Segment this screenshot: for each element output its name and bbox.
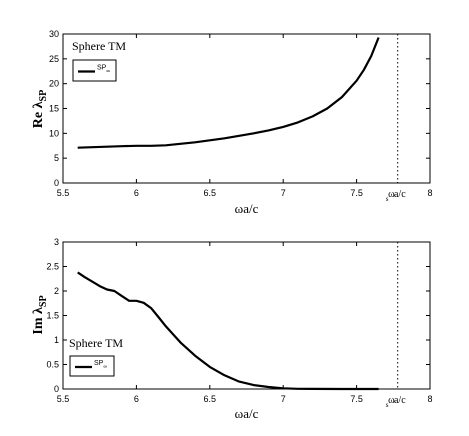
x-tick-label: 6.5 — [204, 188, 217, 198]
y-tick-label: 2.5 — [46, 262, 59, 272]
im-lambda-panel: 5.5 6 6.5 7 7.5 8 0 0.5 1 1.5 2 2.5 3 ωa/c ωs a/c Im λS… — [31, 237, 433, 421]
x-tick-label: 8 — [427, 394, 432, 404]
x-tick-label: 5.5 — [57, 394, 70, 404]
series-line — [77, 37, 380, 149]
x-tick-label: 6.5 — [204, 394, 217, 404]
y-tick-label: 0.5 — [46, 360, 59, 370]
marker-label: ωs a/c — [386, 189, 406, 203]
legend-label: SP∞ — [97, 65, 110, 75]
y-tick-label: 25 — [49, 54, 59, 64]
x-tick-label: 7 — [281, 188, 286, 198]
y-tick-label: 20 — [49, 79, 59, 89]
x-tick-label: 7.5 — [350, 188, 363, 198]
x-axis-label: ωa/c — [235, 201, 259, 216]
y-tick-label: 5 — [54, 153, 59, 163]
x-tick-label: 7 — [281, 394, 286, 404]
x-tick-label: 5.5 — [57, 188, 70, 198]
y-tick-label: 3 — [54, 237, 59, 247]
series-line — [77, 271, 379, 391]
x-tick-label: 8 — [427, 188, 432, 198]
x-tick-label: 6 — [134, 188, 139, 198]
y-tick-label: 10 — [49, 128, 59, 138]
y-tick-label: 2 — [54, 286, 59, 296]
panel-title: Sphere TM — [72, 39, 126, 53]
x-tick-label: 6 — [134, 394, 139, 404]
y-tick-label: 1.5 — [46, 311, 59, 321]
y-tick-label: 30 — [49, 29, 59, 39]
re-lambda-panel: 5.5 6 6.5 7 7.5 8 0 5 10 15 20 25 30 ωa/c ωs a/c Re λSP… — [31, 29, 433, 216]
marker-label: ωs a/c — [386, 395, 406, 409]
y-axis-label: Re λSP — [31, 90, 49, 128]
y-tick-label: 0 — [54, 178, 59, 188]
panel-title: Sphere TM — [69, 336, 123, 350]
y-tick-label: 1 — [54, 335, 59, 345]
axes-box — [62, 241, 431, 390]
legend-label: SP∞ — [94, 360, 107, 370]
x-tick-label: 7.5 — [350, 394, 363, 404]
y-tick-label: 15 — [49, 104, 59, 114]
y-axis-label: Im λSP — [31, 295, 49, 334]
y-tick-label: 0 — [54, 384, 59, 394]
x-axis-label: ωa/c — [235, 406, 259, 421]
axes-box — [62, 33, 431, 184]
